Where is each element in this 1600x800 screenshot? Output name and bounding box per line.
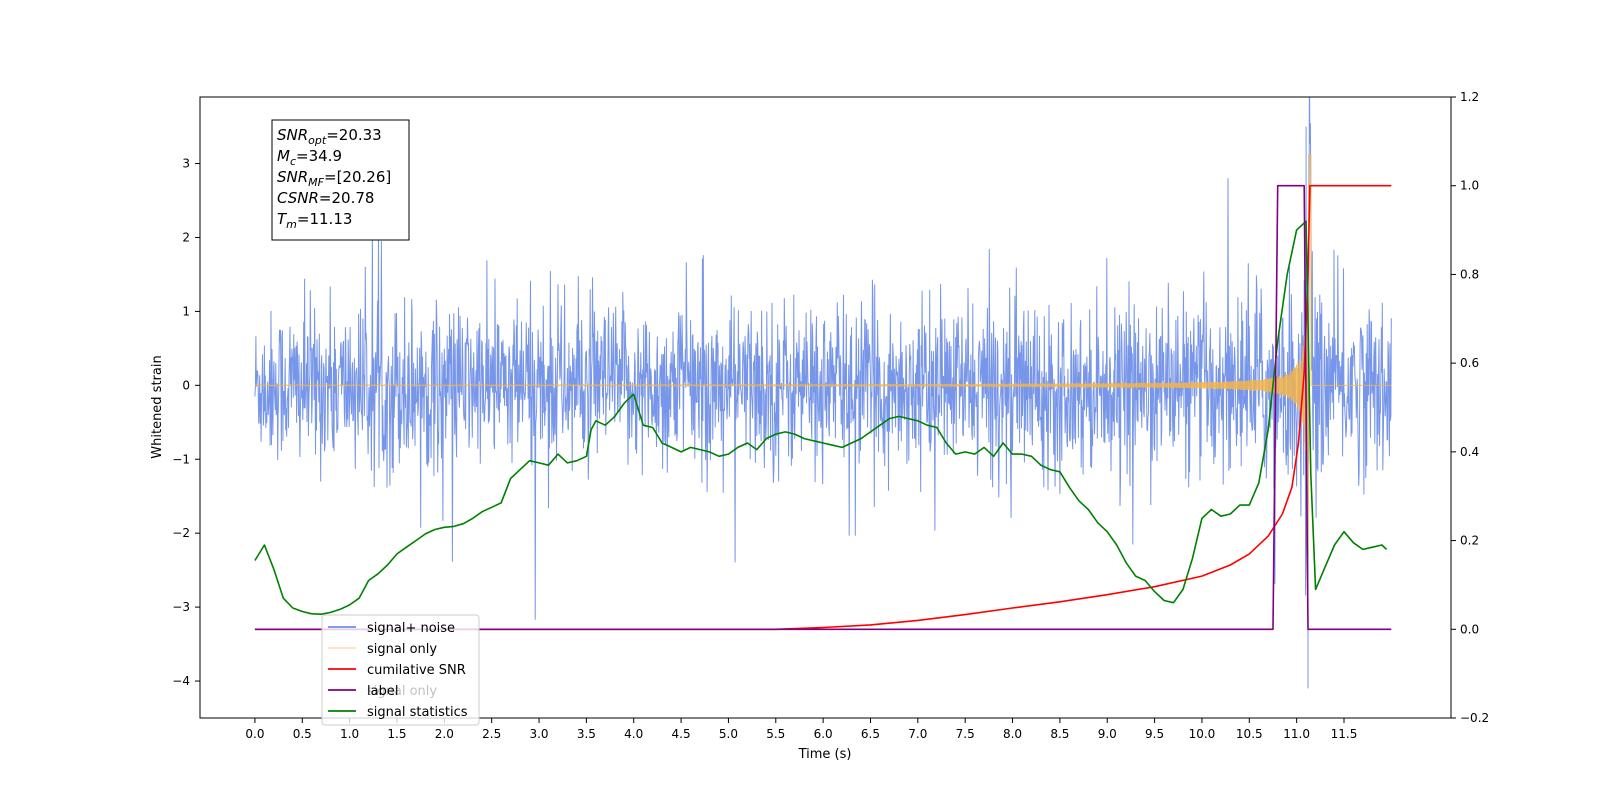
annotation-symbol: SNR <box>277 126 308 144</box>
x-tick-label: 11.0 <box>1283 727 1310 741</box>
annotation-value: =34.9 <box>296 147 342 165</box>
x-tick-label: 4.0 <box>624 727 643 741</box>
x-tick-label: 9.0 <box>1098 727 1117 741</box>
x-tick-label: 6.5 <box>861 727 880 741</box>
x-tick-label: 10.0 <box>1189 727 1216 741</box>
annotation-line: SNRMF=[20.26] <box>277 168 391 189</box>
y-left-tick-label: −3 <box>172 600 190 614</box>
annotation-symbol: SNR <box>277 168 308 186</box>
y-left-tick-label: 2 <box>182 230 190 244</box>
legend-label: signal only <box>367 642 437 657</box>
x-tick-label: 10.5 <box>1236 727 1263 741</box>
x-tick-label: 2.0 <box>435 727 454 741</box>
y-left-tick-label: 1 <box>182 304 190 318</box>
annotation-symbol: T <box>277 210 288 228</box>
y-right-tick-label: 0.8 <box>1460 267 1479 281</box>
y-left-tick-label: 0 <box>182 378 190 392</box>
y-axis-label-left: Whitened strain <box>150 355 165 458</box>
legend: signal only signal+ noise signal only cumil… <box>321 614 480 726</box>
x-tick-label: 5.0 <box>719 727 738 741</box>
x-tick-label: 3.5 <box>577 727 596 741</box>
series-signal-noise <box>254 97 1392 689</box>
annotation-value: =[20.26] <box>324 168 391 186</box>
x-tick-label: 4.5 <box>672 727 691 741</box>
annotation-line: Tm=11.13 <box>277 210 352 231</box>
x-tick-label: 0.0 <box>245 727 264 741</box>
annotation-line: SNRopt=20.33 <box>277 126 382 147</box>
series-signal-statistics <box>254 220 1388 615</box>
y-right-tick-label: 1.2 <box>1460 90 1479 104</box>
annotation-value: =11.13 <box>297 210 353 228</box>
y-left-tick-label: −2 <box>172 526 190 540</box>
x-tick-label: 1.5 <box>387 727 406 741</box>
x-axis: 0.0 0.5 1.0 1.5 2.0 2.5 3.0 3.5 4.0 4.5 5.0 5.5 6.0 6… <box>245 718 1357 741</box>
legend-label: signal+ noise <box>367 621 455 636</box>
x-axis-label: Time (s) <box>798 747 852 762</box>
annotation-line: Mc=34.9 <box>277 147 342 168</box>
annotation-subscript: MF <box>308 176 324 189</box>
annotation-symbol: CSNR <box>277 189 319 207</box>
y-left-tick-label: −1 <box>172 452 190 466</box>
annotation-subscript: m <box>286 218 297 231</box>
y-right-tick-label: −0.2 <box>1460 711 1489 725</box>
x-tick-label: 7.5 <box>956 727 975 741</box>
annotation-subscript: c <box>290 155 296 168</box>
series-signal-only <box>254 153 1392 558</box>
legend-label: signal statistics <box>367 705 468 720</box>
legend-frame <box>321 614 480 726</box>
annotation-value: =20.78 <box>319 189 375 207</box>
plot-frame <box>199 96 1452 719</box>
annotation-box: SNRopt=20.33Mc=34.9SNRMF=[20.26]CSNR=20.… <box>271 119 410 241</box>
annotation-value: =20.33 <box>326 126 382 144</box>
x-tick-label: 8.0 <box>1003 727 1022 741</box>
y-left-tick-label: 3 <box>182 157 190 171</box>
x-tick-label: 3.0 <box>529 727 548 741</box>
annotation-line: CSNR=20.78 <box>277 189 374 207</box>
y-right-tick-label: 0.0 <box>1460 622 1479 636</box>
legend-ghost-label: signal only <box>367 684 437 699</box>
x-tick-label: 9.5 <box>1145 727 1164 741</box>
series-layer <box>254 97 1392 689</box>
annotation-subscript: opt <box>308 134 327 147</box>
annotation-frame <box>271 119 410 241</box>
x-tick-label: 11.5 <box>1331 727 1358 741</box>
y-axis-right: 1.2 1.0 0.8 0.6 0.4 0.2 0.0 −0.2 <box>1451 90 1489 725</box>
y-right-tick-label: 0.2 <box>1460 534 1479 548</box>
annotation-symbol: M <box>277 147 290 165</box>
x-tick-label: 5.5 <box>766 727 785 741</box>
x-tick-label: 7.0 <box>908 727 927 741</box>
y-right-tick-label: 0.4 <box>1460 445 1479 459</box>
y-left-tick-label: −4 <box>172 674 190 688</box>
y-right-tick-label: 0.6 <box>1460 356 1479 370</box>
x-tick-label: 1.0 <box>340 727 359 741</box>
legend-label: label <box>367 684 398 699</box>
x-tick-label: 0.5 <box>293 727 312 741</box>
y-axis-left: 3 2 1 0 −1 −2 −3 −4 <box>172 157 200 688</box>
x-tick-label: 6.0 <box>814 727 833 741</box>
series-label <box>254 184 1392 631</box>
y-right-tick-label: 1.0 <box>1460 179 1479 193</box>
x-tick-label: 2.5 <box>482 727 501 741</box>
x-tick-label: 8.5 <box>1050 727 1069 741</box>
legend-label: cumilative SNR <box>367 663 466 678</box>
